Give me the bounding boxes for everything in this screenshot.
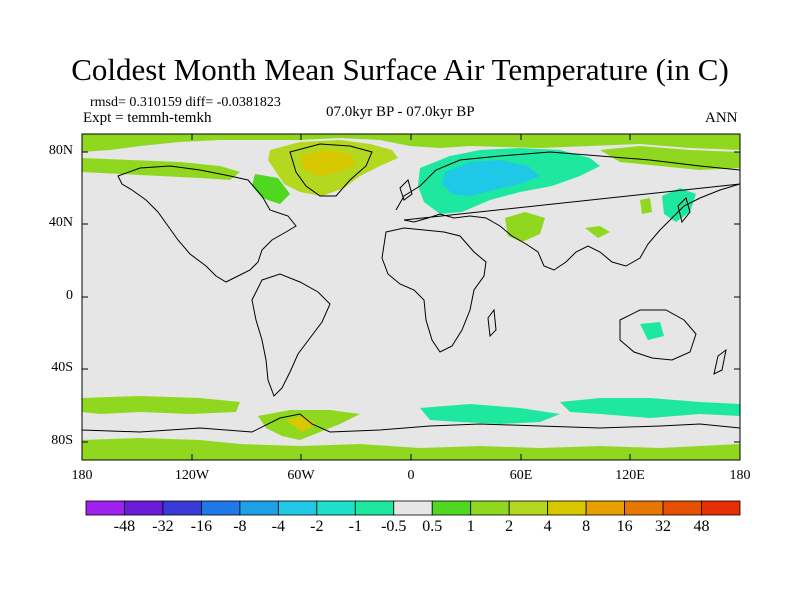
colorbar-swatch xyxy=(162,500,202,516)
colorbar-swatch xyxy=(201,500,241,516)
colorbar-swatch xyxy=(393,500,433,516)
coast-madagascar xyxy=(487,308,497,338)
axis-ticks xyxy=(81,134,741,460)
y-tick-label: 80N xyxy=(48,143,73,158)
colorbar-label: 1 xyxy=(466,518,475,535)
colorbar-label: -48 xyxy=(113,518,136,535)
y-tick-label: 40S xyxy=(51,360,73,375)
colorbar-swatch xyxy=(85,500,125,516)
colorbar-label: -32 xyxy=(152,518,174,535)
anomaly-region-australia-cool xyxy=(640,322,664,340)
x-tick-label: 180 xyxy=(71,468,93,483)
colorbar-label: 32 xyxy=(655,518,672,535)
coastlines xyxy=(82,143,740,433)
anomaly-region-tibet-warm xyxy=(585,226,610,238)
colorbar-label: 0.5 xyxy=(422,518,443,535)
colorbar-label: 4 xyxy=(543,518,552,535)
colorbar-swatch xyxy=(277,500,318,516)
colorbar-swatch xyxy=(508,500,549,516)
anomaly-region-south-pacific-warm xyxy=(82,396,240,414)
x-tick-label: 120E xyxy=(615,468,645,483)
colorbar-swatch xyxy=(701,500,741,516)
coast-eurasia xyxy=(395,151,740,271)
colorbar-label: 2 xyxy=(505,518,514,535)
anomaly-fields xyxy=(82,134,740,460)
coast-new-zealand xyxy=(713,348,727,375)
anomaly-region-south-atlantic-cool xyxy=(420,404,560,424)
experiment-label: Expt = temmh-temkh xyxy=(83,110,212,126)
coast-greenland xyxy=(289,143,373,197)
colorbar-label: -2 xyxy=(310,518,324,535)
x-tick-label: 180 xyxy=(729,468,751,483)
colorbar-swatch xyxy=(316,500,356,516)
x-tick-label: 120W xyxy=(174,468,210,483)
anomaly-region-greenland-core xyxy=(300,150,356,176)
anomaly-region-arctic-band-left xyxy=(82,158,240,180)
coast-antarctica xyxy=(82,413,740,433)
y-tick-label: 40N xyxy=(48,215,73,230)
colorbar-swatch xyxy=(470,500,510,516)
coast-africa xyxy=(381,227,487,353)
x-tick-label: 60W xyxy=(287,468,315,483)
anomaly-region-japan-warm xyxy=(640,198,652,214)
coast-japan xyxy=(677,197,691,224)
x-tick-label: 0 xyxy=(407,468,415,483)
colorbar-swatch xyxy=(239,500,279,516)
period-label: 07.0kyr BP - 07.0kyr BP xyxy=(326,104,475,120)
coast-north-america xyxy=(117,165,297,283)
y-tick-label: 0 xyxy=(66,288,73,303)
y-tick-label: 80S xyxy=(51,433,73,448)
x-tick-label: 60E xyxy=(509,468,533,483)
season-label: ANN xyxy=(705,110,738,126)
colorbar-label: 16 xyxy=(616,518,633,535)
colorbar-label: -4 xyxy=(271,518,285,535)
anomaly-region-eurasia-cooler xyxy=(442,160,540,196)
chart-title: Coldest Month Mean Surface Air Temperatu… xyxy=(71,52,729,87)
colorbar-label: -0.5 xyxy=(381,518,407,535)
colorbar-label: -16 xyxy=(190,518,213,535)
colorbar-swatch xyxy=(585,500,625,516)
anomaly-region-hudson xyxy=(252,174,290,204)
coast-australia xyxy=(619,309,697,361)
colorbar-label: 48 xyxy=(693,518,710,535)
anomaly-region-siberia-warm xyxy=(600,146,740,170)
coast-south-america xyxy=(251,273,331,397)
coast-uk xyxy=(399,179,413,201)
colorbar-swatch xyxy=(124,500,164,516)
colorbar-swatch xyxy=(431,500,472,516)
colorbar-swatch xyxy=(354,500,395,516)
colorbar-swatch xyxy=(547,500,587,516)
anomaly-region-arctic-band xyxy=(82,134,740,152)
stats-text: rmsd= 0.310159 diff= -0.0381823 xyxy=(90,95,281,110)
colorbar-swatch xyxy=(662,500,702,516)
colorbar-swatch xyxy=(624,500,664,516)
anomaly-region-south-indian-cool xyxy=(560,398,740,418)
colorbar-label: 8 xyxy=(582,518,591,535)
anomaly-region-antarctic-peninsula-core xyxy=(286,416,316,432)
anomaly-region-mideast-warm xyxy=(505,212,545,242)
colorbar xyxy=(85,500,741,516)
colorbar-label: -8 xyxy=(233,518,247,535)
colorbar-label: -1 xyxy=(348,518,362,535)
anomaly-region-antarctic-warm xyxy=(82,438,740,460)
